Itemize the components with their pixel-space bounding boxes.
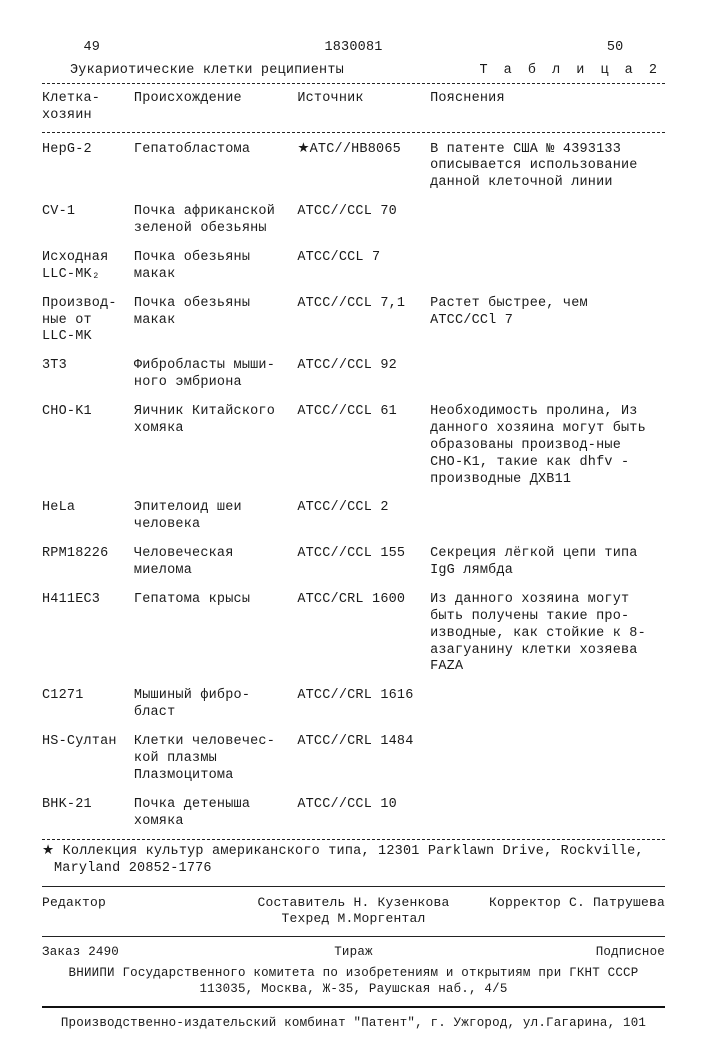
cell-note: В патенте США № 4393133 описывается испо…	[430, 136, 665, 199]
cell-source: ATCC//CCL 92	[297, 352, 430, 398]
cell-note	[430, 352, 665, 398]
rule-pub-3	[42, 1006, 665, 1008]
cell-host: CV-1	[42, 198, 134, 244]
table-label: Т а б л и ц а 2	[479, 63, 665, 80]
cell-source: ★ATC//HB8065	[297, 136, 430, 199]
table-row: BHK-21Почка детеныша хомякаATCC//CCL 10	[42, 791, 665, 837]
col-note: Пояснения	[430, 87, 665, 129]
table-row: CHO-K1Яичник Китайского хомякаATCC//CCL …	[42, 398, 665, 494]
cell-origin: Почка детеныша хомяка	[134, 791, 297, 837]
press: Производственно-издательский комбинат "П…	[42, 1016, 665, 1032]
table-row: CV-1Почка африканской зеленой обезьяныAT…	[42, 198, 665, 244]
cell-host: BHK-21	[42, 791, 134, 837]
cell-origin: Гепатобластома	[134, 136, 297, 199]
cell-source: ATCC//CRL 1484	[297, 728, 430, 791]
rule-top	[42, 83, 665, 84]
table-caption: Эукариотические клетки реципиенты	[42, 63, 344, 80]
col-source: Источник	[297, 87, 430, 129]
table-row: Производ-ные от LLC-MKПочка обезьяны мак…	[42, 290, 665, 353]
table-title-row: Эукариотические клетки реципиенты Т а б …	[42, 63, 665, 80]
pub-row-2: Заказ 2490 Тираж Подписное	[42, 945, 665, 961]
table-row: H411EC3Гепатома крысыATCC/CRL 1600Из дан…	[42, 586, 665, 682]
table-head: Клетка-хозяин Происхождение Источник Поя…	[42, 87, 665, 129]
cell-note: Растет быстрее, чем ATCC/CCl 7	[430, 290, 665, 353]
cell-host: HeLa	[42, 494, 134, 540]
rule-bottom	[42, 839, 665, 840]
table-row: RPM18226Человеческая миеломаATCC//CCL 15…	[42, 540, 665, 586]
techred: Техред М.Моргентал	[281, 911, 425, 926]
editor-label: Редактор	[42, 895, 250, 928]
sub: Подписное	[457, 945, 665, 961]
cell-source: ATCC//CCL 7,1	[297, 290, 430, 353]
cell-note: Необходимость пролина, Из данного хозяин…	[430, 398, 665, 494]
cell-source: ATCC//CCL 10	[297, 791, 430, 837]
table-row: C1271Мышиный фибро-бластATCC//CRL 1616	[42, 682, 665, 728]
cell-origin: Мышиный фибро-бласт	[134, 682, 297, 728]
tirage: Тираж	[250, 945, 458, 961]
cell-note: Из данного хозяина могут быть получены т…	[430, 586, 665, 682]
cell-source: ATCC/CCL 7	[297, 244, 430, 290]
table-row: Исходная LLC-MK₂Почка обезьяны макакATCC…	[42, 244, 665, 290]
cell-source: ATCC//CRL 1616	[297, 682, 430, 728]
cell-note	[430, 244, 665, 290]
cell-source: ATCC//CCL 70	[297, 198, 430, 244]
cell-host: H411EC3	[42, 586, 134, 682]
doc-number: 1830081	[324, 40, 382, 57]
table-row: 3T3Фибробласты мыши-ного эмбрионаATCC//C…	[42, 352, 665, 398]
cell-origin: Гепатома крысы	[134, 586, 297, 682]
footnote: ★ Коллекция культур американского типа, …	[42, 844, 665, 878]
table-row: HS-СултанКлетки человечес-кой плазмы Пла…	[42, 728, 665, 791]
cell-host: HS-Султан	[42, 728, 134, 791]
cell-host: RPM18226	[42, 540, 134, 586]
rule-under-head	[42, 132, 665, 133]
page-numbers: 49 1830081 50	[84, 40, 624, 57]
rule-pub-2	[42, 936, 665, 937]
cell-origin: Человеческая миелома	[134, 540, 297, 586]
cell-host: 3T3	[42, 352, 134, 398]
page-left: 49	[84, 40, 101, 57]
cell-origin: Почка африканской зеленой обезьяны	[134, 198, 297, 244]
page-right: 50	[607, 40, 624, 57]
cell-host: Исходная LLC-MK₂	[42, 244, 134, 290]
cell-note	[430, 728, 665, 791]
cell-host: Производ-ные от LLC-MK	[42, 290, 134, 353]
cell-source: ATCC//CCL 61	[297, 398, 430, 494]
cell-host: CHO-K1	[42, 398, 134, 494]
cell-note	[430, 682, 665, 728]
cell-note	[430, 198, 665, 244]
rule-pub-1	[42, 886, 665, 887]
corrector: Корректор С. Патрушева	[457, 895, 665, 928]
cell-note: Секреция лёгкой цепи типа IgG лямбда	[430, 540, 665, 586]
col-host: Клетка-хозяин	[42, 87, 134, 129]
pub-row-1: Редактор Составитель Н. Кузенкова Техред…	[42, 895, 665, 928]
cell-source: ATCC//CCL 2	[297, 494, 430, 540]
order: Заказ 2490	[42, 945, 250, 961]
cell-origin: Яичник Китайского хомяка	[134, 398, 297, 494]
cell-origin: Фибробласты мыши-ного эмбриона	[134, 352, 297, 398]
compiler: Составитель Н. Кузенкова	[257, 895, 449, 910]
cell-origin: Почка обезьяны макак	[134, 290, 297, 353]
addr1: 113035, Москва, Ж-35, Раушская наб., 4/5	[42, 982, 665, 998]
cell-origin: Эпителоид шеи человека	[134, 494, 297, 540]
vniipi: ВНИИПИ Государственного комитета по изоб…	[42, 966, 665, 982]
table-row: HeLaЭпителоид шеи человекаATCC//CCL 2	[42, 494, 665, 540]
cell-note	[430, 791, 665, 837]
table-row: HepG-2Гепатобластома★ATC//HB8065В патент…	[42, 136, 665, 199]
cell-host: HepG-2	[42, 136, 134, 199]
cell-host: C1271	[42, 682, 134, 728]
cell-source: ATCC//CCL 155	[297, 540, 430, 586]
cell-note	[430, 494, 665, 540]
cell-lines-table: Клетка-хозяин Происхождение Источник Поя…	[42, 87, 665, 837]
table-body: HepG-2Гепатобластома★ATC//HB8065В патент…	[42, 136, 665, 837]
cell-source: ATCC/CRL 1600	[297, 586, 430, 682]
cell-origin: Клетки человечес-кой плазмы Плазмоцитома	[134, 728, 297, 791]
col-origin: Происхождение	[134, 87, 297, 129]
cell-origin: Почка обезьяны макак	[134, 244, 297, 290]
page: 49 1830081 50 Эукариотические клетки рец…	[0, 0, 707, 1061]
